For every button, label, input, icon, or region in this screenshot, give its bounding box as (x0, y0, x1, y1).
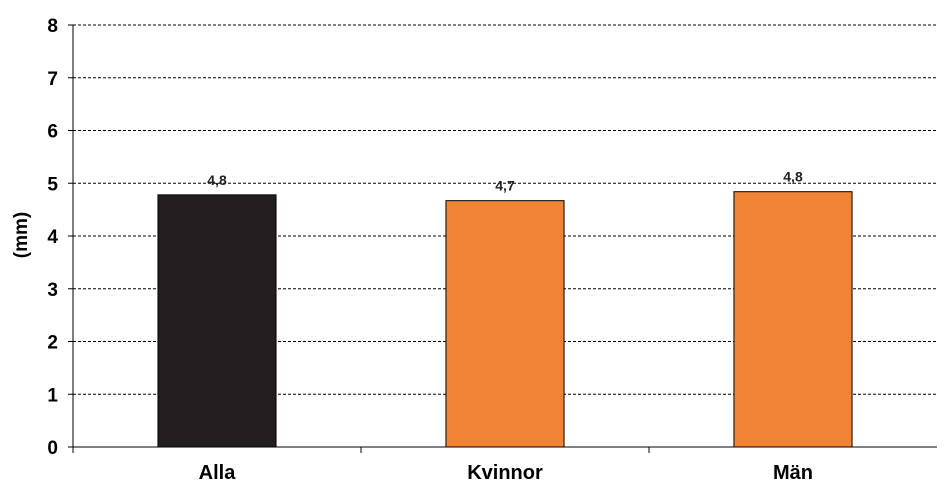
y-tick-label: 4 (47, 227, 58, 248)
x-axis-categories: Alla Kvinnor Män (199, 447, 813, 484)
bar (733, 191, 853, 448)
data-label: 4,7 (495, 178, 515, 194)
bar (157, 194, 277, 448)
y-axis-ticks: 0 1 2 3 4 5 6 7 8 (47, 16, 73, 459)
bar (445, 200, 565, 448)
axes (72, 25, 937, 453)
x-category-label: Alla (199, 462, 237, 484)
data-label: 4,8 (207, 172, 227, 188)
y-tick-label: 8 (47, 16, 58, 37)
data-label: 4,8 (783, 169, 803, 185)
y-tick-label: 2 (47, 333, 58, 354)
y-tick-label: 1 (47, 385, 58, 406)
data-labels: 4,8 4,7 4,8 (207, 169, 803, 194)
y-tick-label: 6 (47, 122, 58, 143)
x-category-label: Kvinnor (467, 462, 543, 484)
y-tick-label: 7 (47, 69, 58, 90)
y-tick-label: 3 (47, 280, 58, 301)
y-tick-label: 5 (47, 174, 58, 195)
bars (157, 191, 853, 448)
y-axis-label: (mm) (11, 212, 32, 258)
y-tick-label: 0 (47, 438, 58, 459)
x-category-label: Män (773, 462, 813, 484)
